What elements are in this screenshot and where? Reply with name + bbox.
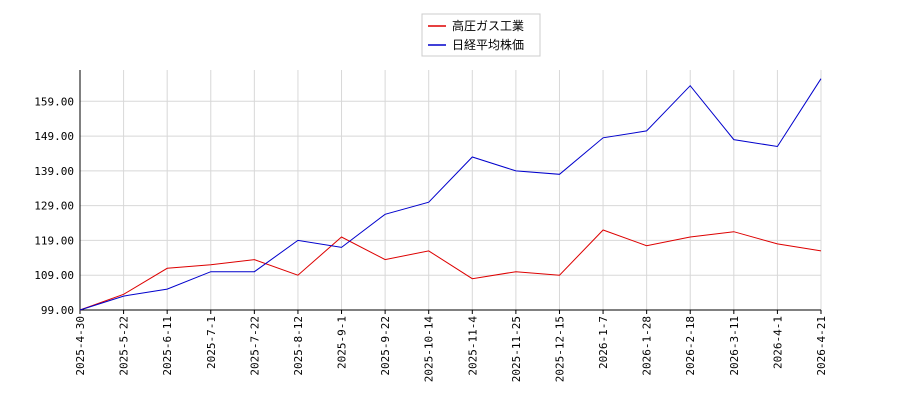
y-tick-labels: 99.00 109.00 119.00 129.00 139.00 149.00 159.0… (34, 95, 74, 317)
plot-frame (79, 70, 821, 311)
grid-lines (79, 70, 822, 311)
x-tick-label: 2025-11-4 (466, 316, 479, 376)
x-tick-label: 2026-3-11 (728, 316, 741, 376)
y-tick-label: 149.00 (34, 130, 74, 143)
legend: 高圧ガス工業 日経平均株価 (421, 13, 541, 57)
x-tick-label: 2026-4-1 (771, 316, 784, 369)
x-tick-label: 2025-4-30 (74, 316, 87, 376)
y-tick-label: 159.00 (34, 95, 74, 108)
y-tick-label: 129.00 (34, 200, 74, 213)
legend-box (421, 13, 541, 57)
x-tick-label: 2025-5-22 (118, 316, 131, 376)
series-lines (79, 78, 822, 311)
x-tick-label: 2026-1-7 (597, 316, 610, 369)
x-tick-label: 2025-11-25 (510, 316, 523, 382)
x-tick-label: 2025-6-11 (161, 316, 174, 376)
y-tick-label: 109.00 (34, 269, 74, 282)
x-tick-label: 2026-1-28 (641, 316, 654, 376)
x-tick-labels: 2025-4-30 2025-5-22 2025-6-11 2025-7-1 2025-… (74, 310, 828, 382)
x-tick-label: 2025-12-15 (553, 316, 566, 382)
y-tick-label: 119.00 (34, 234, 74, 247)
series-line-kogasu (79, 229, 822, 311)
x-tick-label: 2025-10-14 (423, 316, 436, 383)
series-line-nikkei (79, 78, 822, 311)
x-tick-label: 2025-7-22 (248, 316, 261, 376)
x-tick-label: 2026-2-18 (684, 316, 697, 376)
y-tick-label: 139.00 (34, 165, 74, 178)
y-tick-label: 99.00 (41, 304, 74, 317)
x-tick-label: 2025-9-1 (336, 316, 349, 369)
x-tick-label: 2026-4-21 (815, 316, 828, 376)
legend-label-kogasu: 高圧ガス工業 (452, 18, 524, 33)
x-tick-label: 2025-8-12 (292, 316, 305, 376)
legend-label-nikkei: 日経平均株価 (452, 37, 524, 52)
x-tick-label: 2025-7-1 (205, 316, 218, 369)
x-tick-label: 2025-9-22 (379, 316, 392, 376)
